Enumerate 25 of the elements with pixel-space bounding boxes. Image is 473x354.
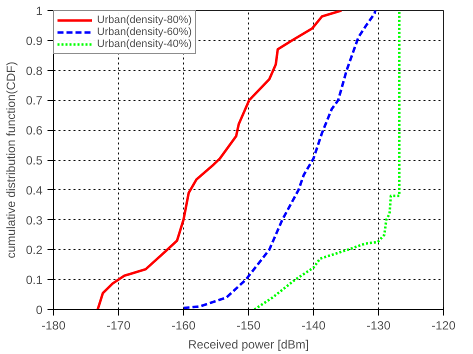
x-tick-label: -130: [366, 318, 391, 332]
y-tick-label: 0.1: [26, 273, 43, 288]
y-tick-label: 1: [36, 4, 43, 18]
legend-label: Urban(density-40%): [97, 38, 192, 50]
x-tick-label: -140: [301, 318, 326, 332]
y-tick-label: 0.3: [26, 213, 43, 228]
x-axis-title: Received power [dBm]: [188, 338, 309, 352]
y-tick-label: 0.2: [26, 243, 43, 258]
y-tick-label: 0: [36, 303, 43, 317]
line-series: [96, 10, 343, 310]
y-tick-label: 0.7: [26, 94, 43, 108]
x-tick-label: -120: [431, 318, 456, 332]
y-tick-label: 0.9: [26, 34, 43, 48]
y-axis-title: cumulative distribution function(CDF): [4, 62, 18, 258]
x-tick-label: -170: [106, 318, 131, 332]
y-tick-label: 0.8: [26, 64, 43, 78]
y-tick-label: 0.6: [26, 124, 43, 138]
x-tick-label: -160: [171, 318, 196, 332]
line-series: [253, 10, 401, 310]
x-tick-label: -150: [236, 318, 261, 332]
x-tick-label: -180: [41, 318, 66, 332]
y-tick-label: 0.4: [26, 183, 43, 198]
legend-label: Urban(density-80%): [97, 14, 192, 26]
legend-label: Urban(density-60%): [97, 26, 192, 38]
y-tick-label: 0.5: [26, 154, 43, 168]
